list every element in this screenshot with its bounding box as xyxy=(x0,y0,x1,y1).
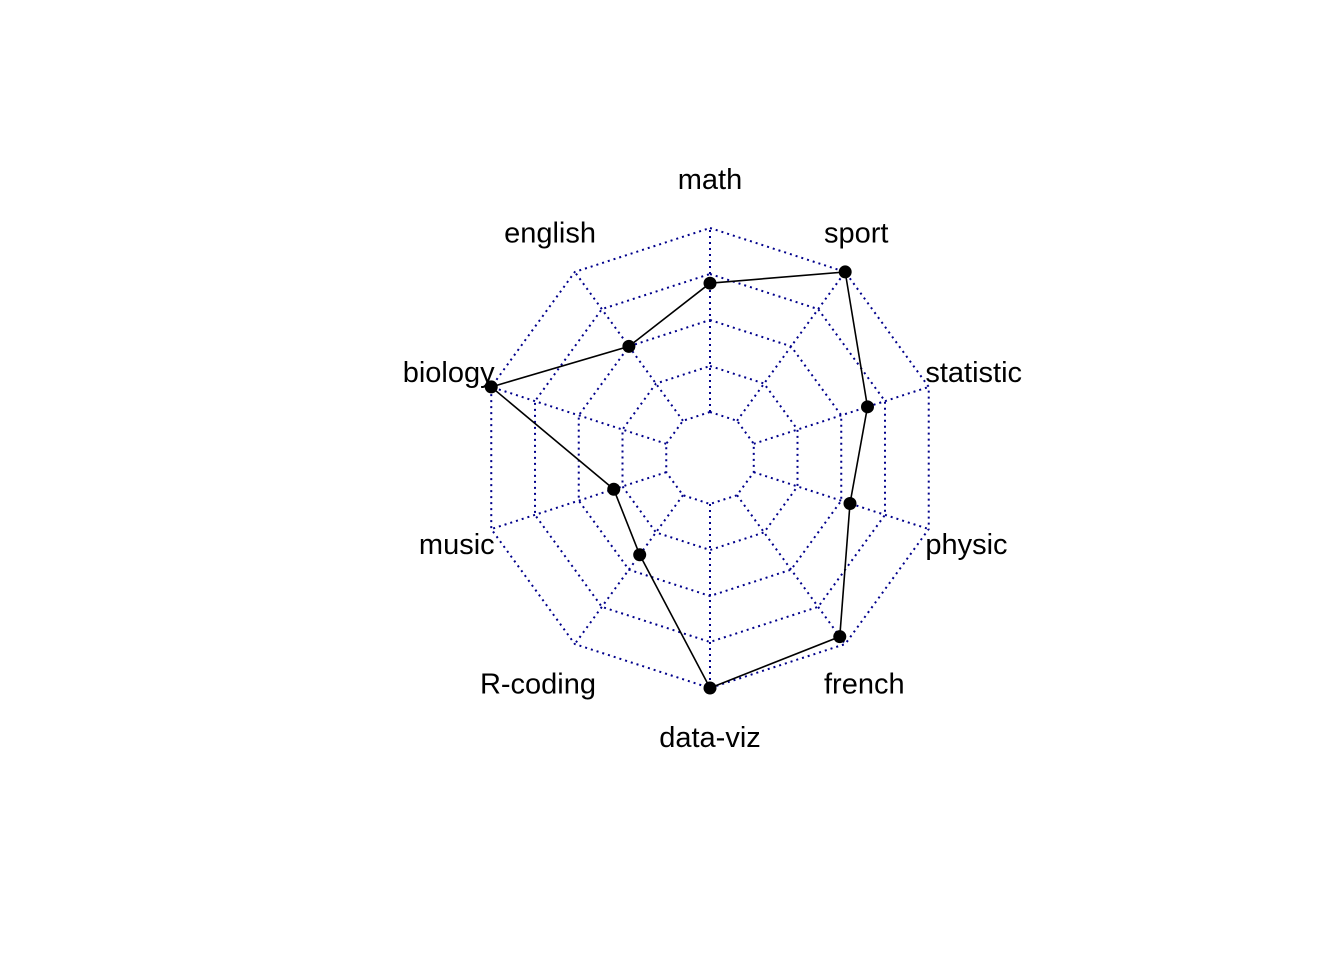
axis-labels: math sport statistic physic french data-viz R-… xyxy=(403,164,1022,754)
axis-label-physic: physic xyxy=(925,529,1007,561)
grid-ring xyxy=(666,412,754,504)
axis-label-biology: biology xyxy=(403,357,495,389)
grid-spoke-sport xyxy=(737,272,845,421)
axis-label-math: math xyxy=(678,164,742,196)
axis-label-french: french xyxy=(824,669,905,701)
radar-series-layer xyxy=(485,265,874,694)
axis-label-music: music xyxy=(419,529,495,561)
data-point-sport xyxy=(839,265,852,278)
axis-label-sport: sport xyxy=(824,217,888,249)
data-point-music xyxy=(607,483,620,496)
axis-label-R-coding: R-coding xyxy=(480,669,596,701)
grid-spoke-biology xyxy=(491,387,666,444)
series-outline xyxy=(491,272,867,688)
grid-ring xyxy=(579,320,842,596)
data-point-physic xyxy=(843,497,856,510)
data-point-data-viz xyxy=(704,682,717,695)
data-point-R-coding xyxy=(633,548,646,561)
data-point-english xyxy=(622,340,635,353)
data-point-statistic xyxy=(861,400,874,413)
axis-label-english: english xyxy=(504,217,596,249)
grid-spoke-statistic xyxy=(754,387,929,444)
data-point-french xyxy=(833,630,846,643)
radar-grid xyxy=(491,228,928,688)
axis-label-statistic: statistic xyxy=(925,357,1022,389)
axis-label-data-viz: data-viz xyxy=(659,722,761,754)
data-point-math xyxy=(704,277,717,290)
grid-spoke-music xyxy=(491,472,666,529)
grid-ring xyxy=(535,274,885,642)
